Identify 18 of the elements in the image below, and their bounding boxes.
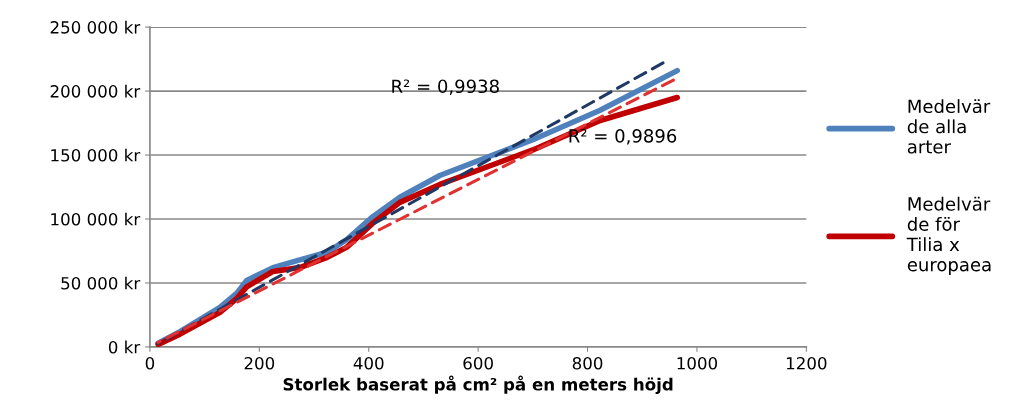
y-tick-label: 250 000 kr bbox=[50, 20, 141, 34]
y-tick-label: 150 000 kr bbox=[51, 148, 141, 162]
y-tick-label: 100 000 kr bbox=[51, 212, 141, 226]
y-tick-label: 200 000 kr bbox=[50, 84, 141, 98]
x-tick-label: 1200 bbox=[786, 356, 827, 370]
annotation: R² = 0,9896 bbox=[569, 129, 677, 145]
x-tick-label: 200 bbox=[244, 356, 275, 370]
x-axis-title: Storlek baserat på cm² på en meters höjd bbox=[283, 375, 673, 394]
x-tick-label: 400 bbox=[353, 356, 384, 370]
legend-label: Medelvär de för Tilia x europaea bbox=[906, 196, 991, 275]
y-tick-label: 50 000 kr bbox=[61, 276, 141, 290]
x-tick-label: 0 bbox=[145, 356, 155, 370]
x-tick-label: 800 bbox=[572, 356, 603, 370]
y-tick-label: 0 kr bbox=[108, 340, 141, 354]
x-tick-label: 600 bbox=[463, 356, 493, 370]
x-tick-label: 1000 bbox=[677, 356, 718, 370]
annotation: R² = 0,9938 bbox=[392, 79, 499, 95]
legend-label: Medelvär de alla arter bbox=[907, 99, 991, 154]
